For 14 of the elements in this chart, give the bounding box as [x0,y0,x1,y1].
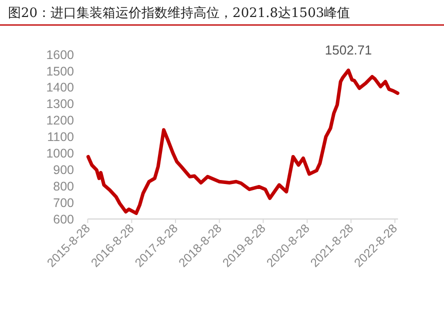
chart-title: 图20：进口集装箱运价指数维持高位，2021.8达1503峰值 [8,5,350,21]
y-tick-label: 1100 [47,130,74,144]
y-tick-label: 1200 [46,114,74,128]
y-tick-label: 900 [53,163,74,178]
y-tick-label: 1500 [46,64,74,78]
y-tick-label: 800 [53,180,74,194]
annotation: 1502.71 [324,42,372,58]
y-tick-label: 600 [53,212,74,226]
y-tick-label: 1400 [46,80,74,95]
line-series [86,68,400,215]
y-tick-label: 1600 [46,48,74,62]
y-tick-label: 1000 [46,146,74,161]
y-tick-label: 700 [53,196,74,210]
y-tick-label: 1300 [46,97,74,112]
